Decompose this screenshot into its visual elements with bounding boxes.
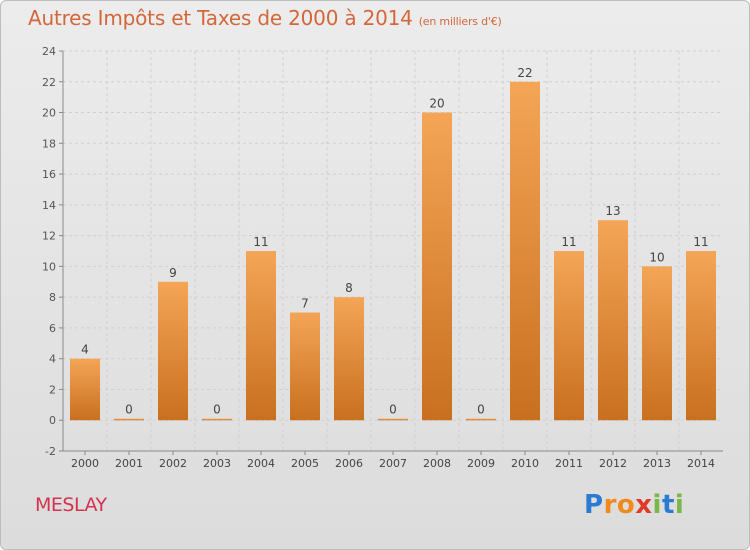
- bar-2004: [246, 251, 276, 421]
- bar-2011: [554, 251, 584, 421]
- proxiti-logo: Proxiti: [584, 490, 684, 520]
- x-tick-label-2001: 2001: [115, 457, 143, 470]
- y-tick-label: 12: [42, 230, 56, 243]
- x-tick-label-2002: 2002: [159, 457, 187, 470]
- data-label-2005: 7: [301, 297, 309, 311]
- data-label-2007: 0: [389, 403, 397, 417]
- y-tick-label: 8: [49, 291, 56, 304]
- x-tick-label-2007: 2007: [379, 457, 407, 470]
- y-tick-label: 2: [49, 383, 56, 396]
- x-tick-label-2000: 2000: [71, 457, 99, 470]
- chart-title-main: Autres Impôts et Taxes de 2000 à 2014: [28, 6, 413, 30]
- bar-2009: [466, 418, 496, 421]
- logo-letter: i: [652, 490, 662, 520]
- logo-letter: t: [661, 490, 675, 520]
- x-tick-label-2004: 2004: [247, 457, 275, 470]
- x-tick-label-2012: 2012: [599, 457, 627, 470]
- y-tick-label: 4: [49, 353, 56, 366]
- y-tick-label: -2: [45, 445, 56, 458]
- x-tick-label-2010: 2010: [511, 457, 539, 470]
- data-label-2001: 0: [125, 403, 133, 417]
- y-tick-label: 0: [49, 414, 56, 427]
- y-tick-label: 14: [42, 199, 56, 212]
- y-tick-label: 24: [42, 45, 56, 58]
- data-label-2003: 0: [213, 403, 221, 417]
- bar-2013: [642, 266, 672, 421]
- data-label-2014: 11: [693, 235, 708, 249]
- data-label-2009: 0: [477, 403, 485, 417]
- bar-2005: [290, 312, 320, 421]
- commune-name: MESLAY: [35, 494, 107, 516]
- data-label-2002: 9: [169, 266, 177, 280]
- data-label-2008: 20: [429, 97, 444, 111]
- y-tick-label: 16: [42, 168, 56, 181]
- logo-letter: i: [674, 490, 685, 520]
- y-tick-label: 22: [42, 76, 56, 89]
- chart-title-unit: (en milliers d'€): [418, 15, 502, 28]
- y-tick-label: 6: [49, 322, 56, 335]
- bar-2006: [334, 297, 364, 421]
- y-tick-label: 10: [42, 260, 56, 273]
- bar-2008: [422, 112, 452, 421]
- data-label-2004: 11: [253, 235, 268, 249]
- x-tick-label-2003: 2003: [203, 457, 231, 470]
- x-tick-label-2011: 2011: [555, 457, 583, 470]
- chart-title: Autres Impôts et Taxes de 2000 à 2014 (en…: [28, 6, 502, 30]
- bar-2000: [70, 358, 100, 421]
- x-tick-label-2013: 2013: [643, 457, 671, 470]
- x-tick-label-2006: 2006: [335, 457, 363, 470]
- x-tick-label-2008: 2008: [423, 457, 451, 470]
- x-tick-label-2009: 2009: [467, 457, 495, 470]
- bar-2001: [114, 418, 144, 421]
- logo-letter: o: [616, 490, 636, 520]
- logo-letter: r: [603, 490, 617, 520]
- data-label-2013: 10: [649, 250, 664, 264]
- bar-2012: [598, 220, 628, 421]
- data-label-2011: 11: [561, 235, 576, 249]
- bar-2007: [378, 418, 408, 421]
- x-tick-label-2005: 2005: [291, 457, 319, 470]
- bar-2014: [686, 251, 716, 421]
- y-tick-label: 18: [42, 137, 56, 150]
- logo-letter: P: [584, 490, 604, 520]
- y-tick-label: 20: [42, 107, 56, 120]
- logo-letter: x: [635, 490, 653, 520]
- data-label-2010: 22: [517, 66, 532, 80]
- bar-2003: [202, 418, 232, 421]
- bar-2010: [510, 81, 540, 421]
- data-label-2000: 4: [81, 343, 89, 357]
- data-label-2006: 8: [345, 281, 353, 295]
- bar-2002: [158, 281, 188, 421]
- x-tick-label-2014: 2014: [687, 457, 715, 470]
- data-label-2012: 13: [605, 204, 620, 218]
